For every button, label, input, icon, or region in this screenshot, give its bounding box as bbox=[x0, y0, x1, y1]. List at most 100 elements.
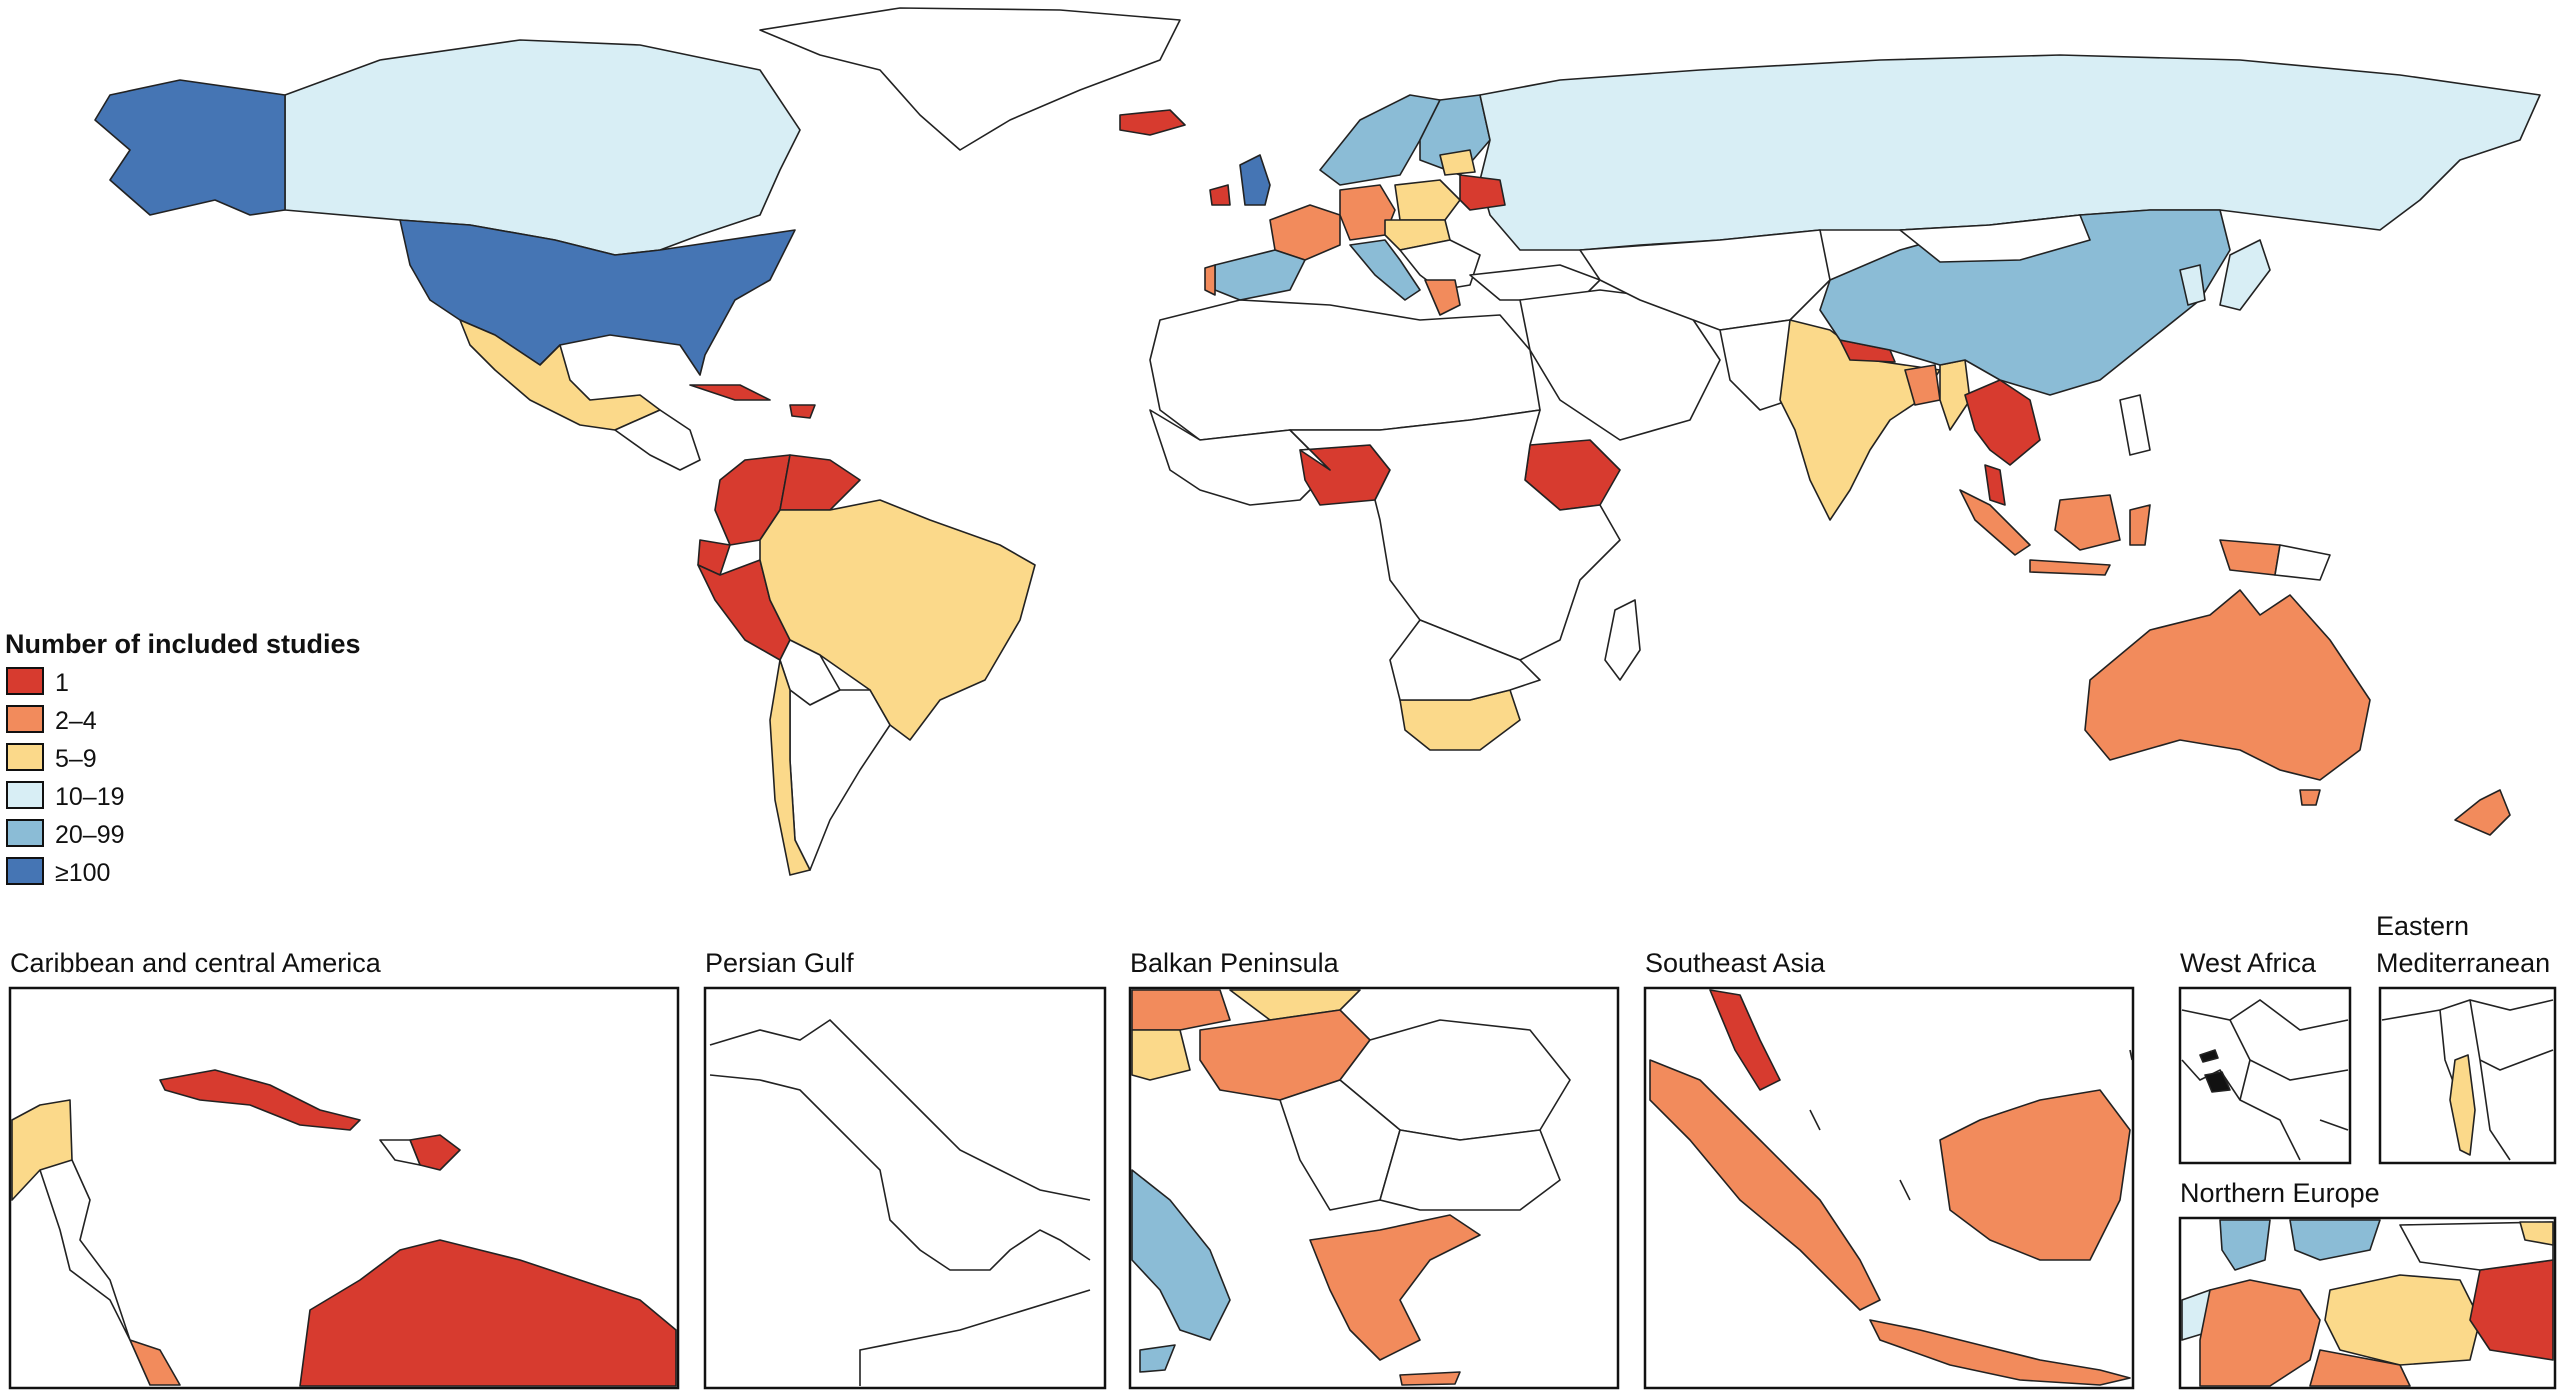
slovenia-inset bbox=[1131, 1029, 1191, 1081]
legend-swatch bbox=[6, 705, 44, 733]
gambia-inset bbox=[2199, 1049, 2219, 1063]
legend-swatch bbox=[6, 667, 44, 695]
colombia-venezuela-inset bbox=[299, 1239, 677, 1387]
ireland bbox=[1209, 184, 1231, 206]
philippines bbox=[2119, 394, 2151, 456]
tasmania bbox=[2299, 789, 2321, 806]
inset-northern-europe: Northern Europe bbox=[2178, 1178, 2557, 1390]
italy bbox=[1349, 239, 1421, 301]
japan bbox=[2219, 239, 2271, 311]
central-africa bbox=[1289, 409, 1621, 661]
alaska bbox=[94, 79, 286, 216]
legend-item-1: 1 bbox=[6, 667, 69, 697]
inset-caribbean: Caribbean and central America bbox=[8, 948, 680, 1390]
australia bbox=[2084, 589, 2371, 781]
central-america bbox=[614, 409, 701, 471]
inset-title-line1: Eastern bbox=[2376, 911, 2469, 941]
southern-africa bbox=[1389, 619, 1541, 701]
west-africa-borders bbox=[2181, 999, 2349, 1161]
gulf-coast bbox=[709, 1018, 1091, 1386]
java-inset bbox=[1869, 1319, 2131, 1386]
crete-inset bbox=[1399, 1371, 1461, 1386]
inset-title: Northern Europe bbox=[2180, 1178, 2380, 1208]
baltics bbox=[1439, 149, 1476, 176]
borneo bbox=[2054, 494, 2121, 551]
argentina bbox=[789, 689, 891, 871]
sweden-inset bbox=[2289, 1219, 2381, 1261]
legend-label: 5–9 bbox=[55, 745, 97, 773]
denmark-inset bbox=[2219, 1219, 2271, 1271]
legend-label: 2–4 bbox=[55, 707, 97, 735]
costa-rica-inset bbox=[129, 1339, 181, 1386]
legend-label: 10–19 bbox=[55, 783, 125, 811]
central-america-coast bbox=[39, 1159, 131, 1341]
legend-swatch bbox=[6, 857, 44, 885]
spain bbox=[1214, 249, 1306, 301]
sulawesi bbox=[2129, 504, 2151, 546]
legend-item-100-plus: ≥100 bbox=[6, 857, 110, 887]
inset-southeast-asia: Southeast Asia bbox=[1643, 948, 2135, 1390]
israel-inset bbox=[2449, 1054, 2476, 1156]
balkans bbox=[1399, 239, 1481, 291]
mongolia bbox=[1899, 214, 2091, 263]
guinea-bissau-inset bbox=[2204, 1071, 2231, 1093]
legend-title: Number of included studies bbox=[5, 629, 361, 659]
legend-item-5-9: 5–9 bbox=[6, 743, 97, 773]
thailand bbox=[1964, 379, 2041, 466]
levant-borders bbox=[2381, 999, 2554, 1161]
brazil bbox=[759, 499, 1036, 741]
czech-inset bbox=[2309, 1349, 2411, 1387]
italy-inset bbox=[1131, 1169, 1231, 1341]
inset-eastern-mediterranean: Eastern Mediterranean bbox=[2376, 911, 2557, 1165]
canada bbox=[284, 39, 801, 256]
poland bbox=[1394, 179, 1461, 221]
austria-inset bbox=[1131, 989, 1231, 1031]
germany-inset bbox=[2199, 1279, 2321, 1387]
iceland bbox=[1119, 109, 1186, 136]
legend-item-10-19: 10–19 bbox=[6, 781, 125, 811]
russia bbox=[1479, 54, 2541, 251]
world-map bbox=[94, 7, 2541, 876]
inset-persian-gulf: Persian Gulf bbox=[703, 948, 1107, 1390]
west-africa bbox=[1149, 409, 1331, 506]
legend: Number of included studies 1 2–4 5–9 10–… bbox=[5, 629, 361, 887]
papua-new-guinea bbox=[2274, 544, 2331, 581]
cuba-inset bbox=[159, 1069, 361, 1131]
legend-swatch bbox=[6, 743, 44, 771]
new-zealand bbox=[2454, 789, 2511, 836]
legend-swatch bbox=[6, 819, 44, 847]
cuba bbox=[689, 384, 771, 401]
bulgaria-inset bbox=[1379, 1129, 1561, 1211]
sumatra-inset bbox=[1649, 1059, 1881, 1311]
sicily-inset bbox=[1139, 1344, 1176, 1373]
java bbox=[2029, 559, 2111, 576]
lithuania-inset bbox=[2519, 1221, 2554, 1246]
inset-title: West Africa bbox=[2180, 948, 2317, 978]
dominican-republic bbox=[789, 404, 816, 419]
belarus bbox=[1459, 174, 1506, 211]
inset-title: Balkan Peninsula bbox=[1130, 948, 1340, 978]
chile bbox=[769, 659, 811, 876]
papua bbox=[2219, 539, 2281, 576]
greenland bbox=[759, 7, 1181, 151]
turkey bbox=[1469, 264, 1601, 301]
poland-inset bbox=[2324, 1274, 2481, 1366]
madagascar bbox=[1604, 599, 1641, 681]
inset-title: Southeast Asia bbox=[1645, 948, 1826, 978]
greece-inset bbox=[1309, 1214, 1481, 1361]
legend-label: 20–99 bbox=[55, 821, 125, 849]
haiti-inset bbox=[379, 1139, 421, 1166]
sea-islands bbox=[1809, 1049, 2133, 1201]
inset-balkan: Balkan Peninsula bbox=[1128, 948, 1620, 1390]
malaysia-inset bbox=[1709, 989, 1781, 1091]
legend-item-20-99: 20–99 bbox=[6, 819, 125, 849]
inset-west-africa: West Africa bbox=[2178, 948, 2352, 1165]
inset-title-line2: Mediterranean bbox=[2376, 948, 2550, 978]
malaysia-peninsula bbox=[1984, 464, 2006, 506]
greece bbox=[1424, 279, 1461, 316]
inset-title: Caribbean and central America bbox=[10, 948, 382, 978]
sumatra bbox=[1959, 489, 2031, 556]
uk bbox=[1239, 154, 1271, 206]
portugal bbox=[1204, 264, 1216, 296]
